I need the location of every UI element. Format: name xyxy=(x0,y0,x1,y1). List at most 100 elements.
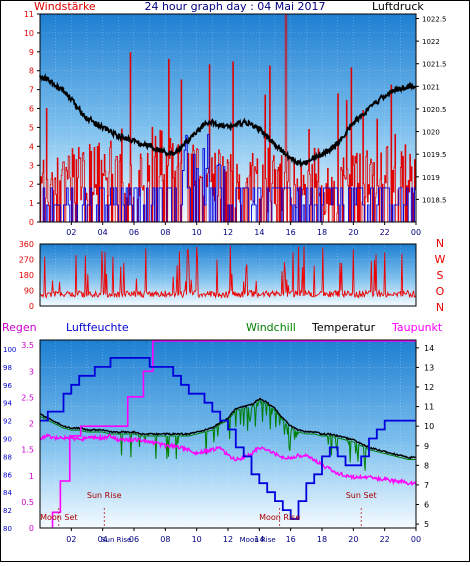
temp-humidity-x-tick: 18 xyxy=(317,535,327,544)
wind-pressure-x-tick: 10 xyxy=(192,228,202,237)
humidity-tick: 98 xyxy=(3,364,12,372)
rain-tick: 1.5 xyxy=(21,446,34,455)
wind-pressure-x-tick: 16 xyxy=(286,228,296,237)
wind-direction-tick: 0 xyxy=(29,302,34,311)
wind-pressure-x-tick: 14 xyxy=(254,228,264,237)
temp-humidity-x-tick: 20 xyxy=(348,535,358,544)
compass-label: N xyxy=(436,301,444,314)
temp-humidity-plot-area xyxy=(40,340,416,528)
humidity-series xyxy=(40,357,416,520)
rain-tick: 1 xyxy=(29,472,34,481)
wind-pressure-x-tick: 04 xyxy=(98,228,108,237)
luftdruck-label: Luftdruck xyxy=(372,0,424,13)
axis-sun-rise-label: Sun Rise xyxy=(101,536,131,544)
wind-speed-axis: 0 1 2 3 4 5 6 7 8 9 10 11 xyxy=(24,10,40,227)
wind-direction-tick: 360 xyxy=(19,240,34,249)
wind-speed-tick: 7 xyxy=(29,86,34,95)
wind-direction-tick: 270 xyxy=(19,256,34,265)
wind-speed-tick: 5 xyxy=(29,123,34,132)
dewpoint-series xyxy=(39,340,417,528)
dewpoint-line xyxy=(39,432,417,487)
pressure-tick: 1021 xyxy=(422,83,440,91)
rain-tick: 3.5 xyxy=(21,341,34,350)
astro-label: Moon Set xyxy=(40,513,77,522)
temp-humidity-x-tick: 06 xyxy=(129,535,139,544)
astro-annotations: Moon Set Sun Rise Moon Rise Sun Set xyxy=(40,491,377,528)
rain-tick: 2 xyxy=(29,420,34,429)
pressure-tick: 1018.5 xyxy=(422,196,447,204)
temp-humidity-x-tick: 14 xyxy=(254,535,264,544)
astro-label: Moon Rise xyxy=(259,513,300,522)
wind-speed-tick: 1 xyxy=(29,199,34,208)
rain-tick: 0.5 xyxy=(21,498,34,507)
pressure-tick: 1019.5 xyxy=(422,151,447,159)
regen-label: Regen xyxy=(2,321,37,334)
wind-direction-tick: 90 xyxy=(24,287,34,296)
wind-speed-tick: 10 xyxy=(24,29,34,38)
humidity-tick: 96 xyxy=(3,382,12,390)
compass-label: O xyxy=(436,285,445,298)
temp-humidity-x-tick: 00 xyxy=(411,535,421,544)
windchill-label: Windchill xyxy=(246,321,296,334)
wind-speed-tick: 11 xyxy=(24,10,34,19)
temperature-axis: 5 6 7 8 9 10 11 12 13 14 xyxy=(416,344,434,529)
humidity-tick: 80 xyxy=(3,525,12,533)
wind-pressure-x-tick: 00 xyxy=(411,228,421,237)
wind-pressure-x-tick: 06 xyxy=(129,228,139,237)
rain-tick: 2.5 xyxy=(21,393,34,402)
humidity-tick: 88 xyxy=(3,453,12,461)
pressure-axis: 1018.5 1019 1019.5 1020 1020.5 1021 1021.5 1022… xyxy=(416,16,447,204)
temperature-tick: 12 xyxy=(424,383,434,392)
rain-tick: 0 xyxy=(29,524,34,533)
pressure-tick: 1020 xyxy=(422,129,440,137)
wind-pressure-x-tick: 02 xyxy=(66,228,76,237)
wind-pressure-x-tick: 20 xyxy=(348,228,358,237)
rain-tick: 3 xyxy=(29,367,34,376)
temperature-tick: 10 xyxy=(424,422,434,431)
humidity-tick: 90 xyxy=(3,435,12,443)
pressure-tick: 1020.5 xyxy=(422,106,447,114)
humidity-tick: 92 xyxy=(3,418,12,426)
wind-speed-tick: 8 xyxy=(29,67,34,76)
humidity-axis: 80 82 84 86 88 90 92 94 96 98 100 xyxy=(3,346,16,533)
rain-axis: 0 0.5 1 1.5 2 2.5 3 3.5 xyxy=(21,341,34,533)
temperature-tick: 9 xyxy=(424,442,429,451)
wind-speed-tick: 9 xyxy=(29,48,34,57)
temperatur-label: Temperatur xyxy=(311,321,376,334)
rain-line xyxy=(51,340,416,528)
humidity-tick: 100 xyxy=(3,346,16,354)
compass-label: W xyxy=(435,253,446,266)
wind-pressure-x-tick: 18 xyxy=(317,228,327,237)
wind-pressure-x-tick: 12 xyxy=(223,228,233,237)
temp-humidity-x-tick: 16 xyxy=(286,535,296,544)
temperature-tick: 13 xyxy=(424,363,434,372)
temperature-tick: 5 xyxy=(424,520,429,529)
humidity-tick: 82 xyxy=(3,507,12,515)
compass-label: N xyxy=(436,237,444,250)
wind-pressure-x-tick: 08 xyxy=(160,228,170,237)
pressure-tick: 1019 xyxy=(422,174,440,182)
temp-humidity-x-axis: 02 04 06 08 10 12 14 16 18 20 22 00 Sun Rise Moon Ris… xyxy=(66,528,421,544)
chart-title: 24 hour graph day : 04 Mai 2017 xyxy=(144,0,325,13)
astro-label: Sun Rise xyxy=(87,491,122,500)
temperature-tick: 14 xyxy=(424,344,434,353)
temperature-tick: 7 xyxy=(424,481,429,490)
temperature-series xyxy=(39,397,416,460)
windstaerke-label: Windstärke xyxy=(34,0,96,13)
humidity-tick: 94 xyxy=(3,400,12,408)
compass-label: S xyxy=(437,269,444,282)
temp-humidity-x-tick: 02 xyxy=(66,535,76,544)
wind-direction-frame xyxy=(39,243,417,307)
wind-speed-tick: 3 xyxy=(29,161,34,170)
luftfeuchte-label: Luftfeuchte xyxy=(66,321,129,334)
temperature-tick: 11 xyxy=(424,403,434,412)
wind-pressure-x-axis: 02 04 06 08 10 12 14 16 18 20 22 00 xyxy=(66,222,421,237)
temp-humidity-x-tick: 08 xyxy=(160,535,170,544)
axis-moon-rise-label: Moon Rise xyxy=(240,536,276,544)
pressure-series xyxy=(39,72,417,168)
pressure-tick: 1022.5 xyxy=(422,16,447,24)
temp-humidity-x-tick: 12 xyxy=(223,535,233,544)
